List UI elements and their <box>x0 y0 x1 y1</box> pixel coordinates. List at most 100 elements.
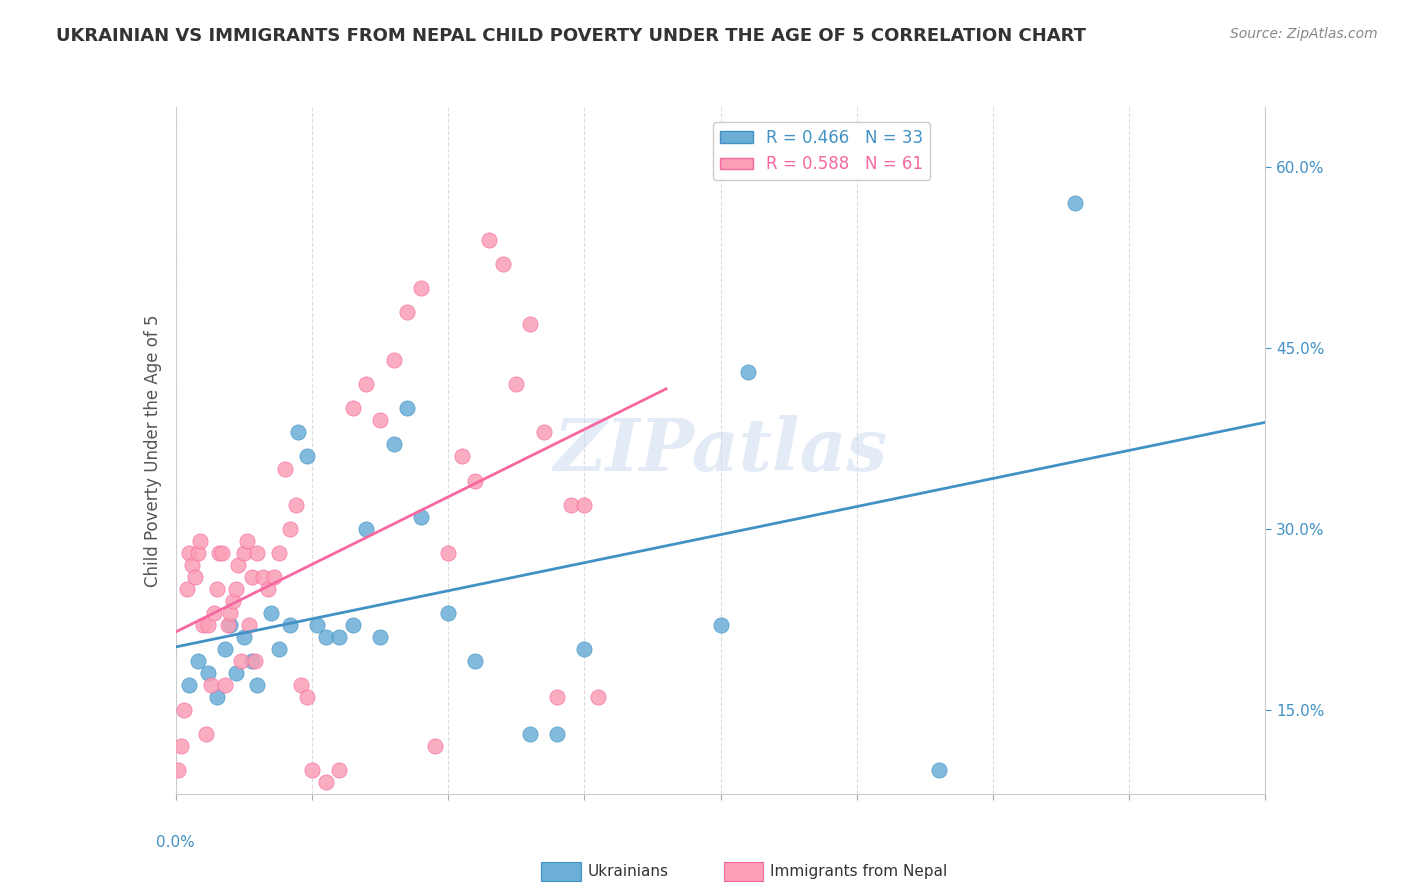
Point <box>219 618 242 632</box>
Point <box>214 678 236 692</box>
Point <box>737 365 759 379</box>
Point <box>368 630 391 644</box>
Point <box>342 618 364 632</box>
Point <box>240 654 263 668</box>
Point <box>269 642 291 657</box>
Point <box>295 690 318 705</box>
Point <box>222 594 245 608</box>
Point <box>188 533 211 548</box>
Point <box>560 498 582 512</box>
Point <box>225 582 247 596</box>
Point <box>287 425 309 440</box>
Point <box>315 630 337 644</box>
Point <box>492 257 515 271</box>
Point <box>200 678 222 692</box>
Point <box>437 546 460 560</box>
Point <box>290 678 312 692</box>
Point <box>263 570 285 584</box>
Text: Ukrainians: Ukrainians <box>588 864 669 879</box>
Point <box>409 509 432 524</box>
Point <box>246 546 269 560</box>
Text: 0.0%: 0.0% <box>156 835 195 850</box>
Point <box>328 630 350 644</box>
Point <box>382 437 405 451</box>
Point <box>928 763 950 777</box>
Point <box>710 618 733 632</box>
Point <box>219 606 242 620</box>
Point <box>240 570 263 584</box>
Point <box>232 546 254 560</box>
Point <box>208 546 231 560</box>
Point <box>184 570 207 584</box>
Point <box>228 558 250 572</box>
Point <box>1063 196 1085 211</box>
Point <box>437 606 460 620</box>
Point <box>225 666 247 681</box>
Point <box>409 281 432 295</box>
Point <box>186 654 209 668</box>
Point <box>546 726 568 740</box>
Point <box>235 533 257 548</box>
Point <box>396 401 419 416</box>
Point <box>269 546 291 560</box>
Point <box>295 450 318 464</box>
Text: ZIPatlas: ZIPatlas <box>554 415 887 486</box>
Point <box>197 618 219 632</box>
Point <box>186 546 209 560</box>
Legend: R = 0.466   N = 33, R = 0.588   N = 61: R = 0.466 N = 33, R = 0.588 N = 61 <box>713 122 931 180</box>
Point <box>181 558 204 572</box>
Point <box>179 546 201 560</box>
Point <box>301 763 323 777</box>
Point <box>238 618 260 632</box>
Point <box>278 618 301 632</box>
Point <box>205 690 228 705</box>
Point <box>342 401 364 416</box>
Point <box>252 570 274 584</box>
Point <box>328 763 350 777</box>
Text: Immigrants from Nepal: Immigrants from Nepal <box>770 864 948 879</box>
Point <box>307 618 329 632</box>
Point <box>356 522 378 536</box>
Point <box>450 450 472 464</box>
Point <box>519 726 541 740</box>
Point <box>533 425 555 440</box>
Point <box>278 522 301 536</box>
Point <box>505 377 527 392</box>
Point <box>260 606 283 620</box>
Point <box>586 690 609 705</box>
Point <box>464 474 486 488</box>
Point <box>246 678 269 692</box>
Point <box>257 582 280 596</box>
Point <box>232 630 254 644</box>
Point <box>167 763 190 777</box>
Point <box>197 666 219 681</box>
Point <box>191 618 214 632</box>
Point <box>211 546 233 560</box>
Point <box>356 377 378 392</box>
Point <box>231 654 253 668</box>
Point <box>546 690 568 705</box>
Text: Source: ZipAtlas.com: Source: ZipAtlas.com <box>1230 27 1378 41</box>
Point <box>382 353 405 368</box>
Y-axis label: Child Poverty Under the Age of 5: Child Poverty Under the Age of 5 <box>143 314 162 587</box>
Point <box>368 413 391 427</box>
Point <box>217 618 239 632</box>
Point <box>179 678 201 692</box>
Point <box>315 774 337 789</box>
Point <box>464 654 486 668</box>
Point <box>243 654 266 668</box>
Point <box>173 702 195 716</box>
Point <box>194 726 217 740</box>
Text: UKRAINIAN VS IMMIGRANTS FROM NEPAL CHILD POVERTY UNDER THE AGE OF 5 CORRELATION : UKRAINIAN VS IMMIGRANTS FROM NEPAL CHILD… <box>56 27 1087 45</box>
Point <box>170 739 193 753</box>
Point <box>574 498 596 512</box>
Point <box>176 582 198 596</box>
Point <box>205 582 228 596</box>
Point <box>574 642 596 657</box>
Point <box>396 305 419 319</box>
Point <box>274 461 297 475</box>
Point <box>478 233 501 247</box>
Point <box>214 642 236 657</box>
Point <box>284 498 307 512</box>
Point <box>202 606 225 620</box>
